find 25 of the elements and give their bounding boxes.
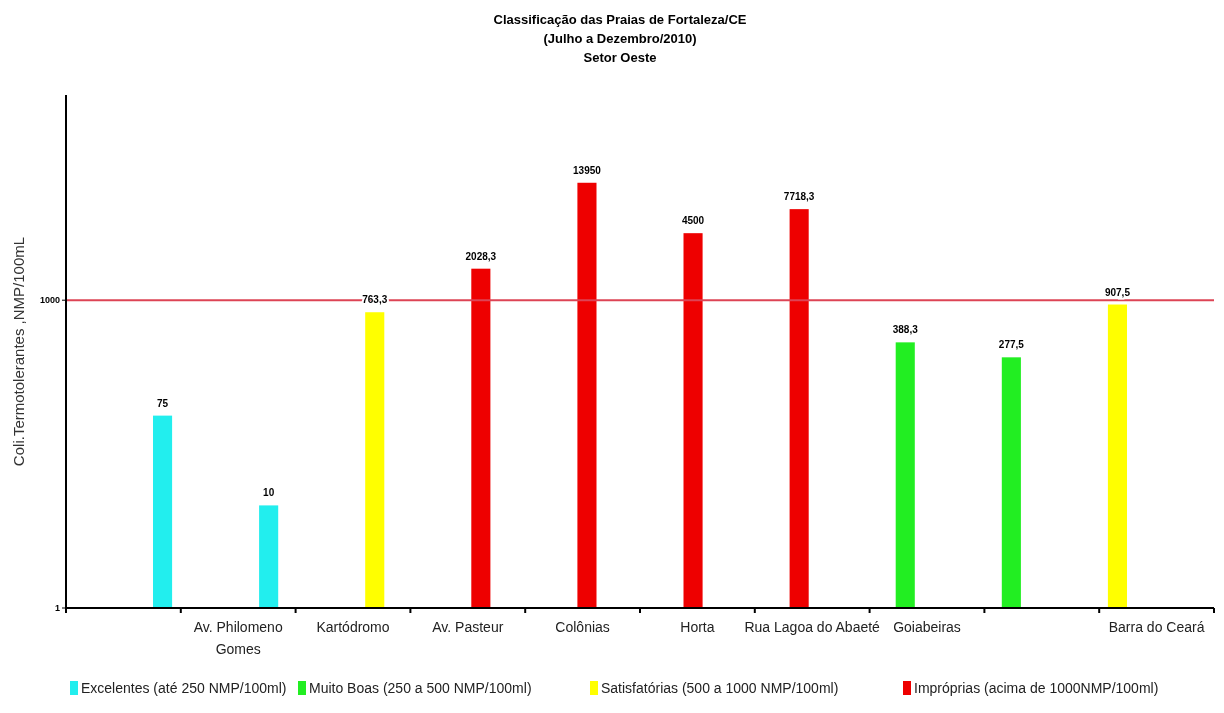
- data-label: 2028,3: [465, 250, 497, 262]
- x-tick-label: Goiabeiras: [893, 619, 961, 635]
- y-axis-title: Coli.Termotolerantes ,NMP/100mL: [10, 236, 27, 467]
- data-label: 388,3: [892, 324, 919, 336]
- data-label: 75: [156, 397, 169, 409]
- data-label: 907,5: [1104, 286, 1131, 298]
- legend-label: Satisfatórias (500 a 1000 NMP/100ml): [601, 680, 839, 696]
- x-tick-label: Barra do Ceará: [1108, 619, 1205, 635]
- x-tick-label: Kartódromo: [316, 619, 390, 635]
- x-tick-label: Rua Lagoa do Abaeté: [744, 619, 881, 635]
- data-label: 10: [263, 487, 275, 499]
- x-tick-label: Av. Pasteur: [432, 619, 504, 635]
- legend-label: Excelentes (até 250 NMP/100ml): [81, 680, 287, 696]
- chart-title: Classificação das Praias de Fortaleza/CE (Julho a Dezembro/2010) Setor Oeste: [493, 12, 747, 65]
- data-label: 13950: [573, 164, 602, 176]
- data-label: 4500: [681, 215, 705, 227]
- x-tick-label: Horta: [680, 619, 715, 635]
- x-tick-label: Colônias: [555, 619, 610, 635]
- legend-label: Muito Boas (250 a 500 NMP/100ml): [309, 680, 532, 696]
- data-label: 7718,3: [783, 191, 815, 203]
- data-label: 277,5: [998, 339, 1025, 351]
- legend-label: Impróprias (acima de 1000NMP/100ml): [914, 680, 1159, 696]
- y-tick-label: 1: [54, 603, 60, 614]
- x-tick-label: Av. Philomeno Gomes: [193, 619, 283, 657]
- y-tick-label: 1000: [39, 295, 60, 306]
